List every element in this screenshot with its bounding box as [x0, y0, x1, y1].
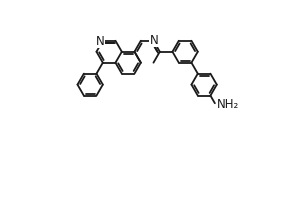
Text: N: N [95, 35, 104, 48]
Text: N: N [150, 34, 159, 47]
Text: NH₂: NH₂ [217, 97, 239, 110]
